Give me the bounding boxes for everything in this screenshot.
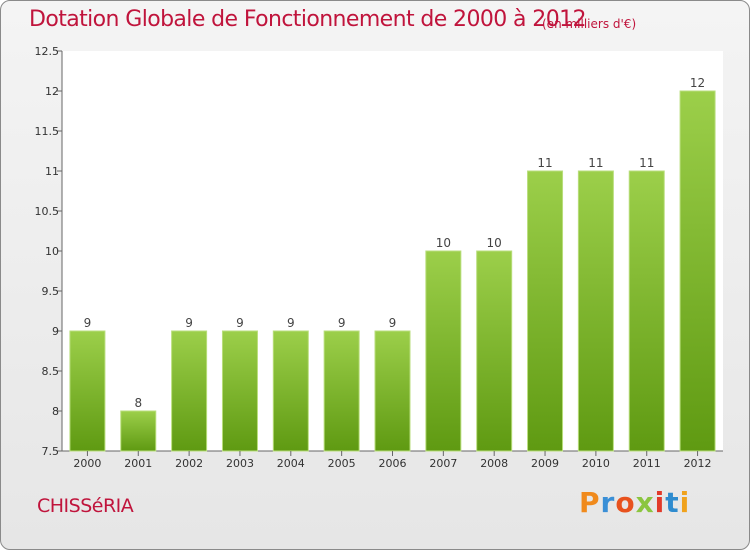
bar-value-label: 9 bbox=[185, 316, 193, 330]
x-tick-label: 2001 bbox=[124, 457, 152, 470]
chart-subtitle: (en milliers d'€) bbox=[542, 17, 637, 31]
bar-value-label: 10 bbox=[436, 236, 451, 250]
commune-name: CHISSéRIA bbox=[37, 495, 134, 517]
bar-value-label: 10 bbox=[487, 236, 502, 250]
y-tick-label: 11.5 bbox=[35, 125, 60, 138]
bar-2012 bbox=[679, 90, 716, 452]
logo-letter: r bbox=[600, 486, 616, 519]
x-tick-label: 2009 bbox=[531, 457, 559, 470]
bar-value-label: 9 bbox=[236, 316, 244, 330]
bar-value-label: 8 bbox=[134, 396, 142, 410]
x-tick-label: 2005 bbox=[328, 457, 356, 470]
y-tick-label: 9.5 bbox=[42, 285, 60, 298]
x-tick-label: 2008 bbox=[480, 457, 508, 470]
bar-2008 bbox=[476, 250, 513, 452]
y-tick-label: 12 bbox=[45, 85, 59, 98]
y-tick-label: 8.5 bbox=[42, 365, 60, 378]
x-tick-label: 2010 bbox=[582, 457, 610, 470]
logo-letter: P bbox=[579, 486, 601, 519]
x-tick-label: 2002 bbox=[175, 457, 203, 470]
x-tick-label: 2000 bbox=[73, 457, 101, 470]
bar-value-label: 11 bbox=[537, 156, 552, 170]
y-tick-label: 10 bbox=[45, 245, 59, 258]
y-tick-label: 12.5 bbox=[35, 45, 60, 58]
x-tick-label: 2006 bbox=[379, 457, 407, 470]
logo-letter: i bbox=[679, 486, 691, 519]
logo-letter: i bbox=[654, 486, 666, 519]
bar-value-label: 9 bbox=[287, 316, 295, 330]
x-tick-label: 2004 bbox=[277, 457, 305, 470]
y-tick-label: 9 bbox=[52, 325, 59, 338]
bar-value-label: 9 bbox=[338, 316, 346, 330]
bar-value-label: 9 bbox=[389, 316, 397, 330]
logo-letter: x bbox=[635, 486, 655, 519]
bar-value-label: 12 bbox=[690, 76, 705, 90]
bar-2011 bbox=[628, 170, 665, 452]
x-tick-label: 2003 bbox=[226, 457, 254, 470]
chart-title: Dotation Globale de Fonctionnement de 20… bbox=[29, 7, 587, 32]
bar-value-label: 11 bbox=[588, 156, 603, 170]
x-tick-label: 2011 bbox=[633, 457, 661, 470]
bar-2006 bbox=[374, 330, 411, 452]
bar-2003 bbox=[221, 330, 258, 452]
bar-2009 bbox=[527, 170, 564, 452]
bar-2007 bbox=[425, 250, 462, 452]
y-tick-label: 8 bbox=[52, 405, 59, 418]
bar-value-label: 9 bbox=[84, 316, 92, 330]
x-tick-label: 2007 bbox=[429, 457, 457, 470]
bar-2010 bbox=[577, 170, 614, 452]
bar-value-label: 11 bbox=[639, 156, 654, 170]
bar-2005 bbox=[323, 330, 360, 452]
y-tick-label: 7.5 bbox=[42, 445, 60, 458]
logo-letter: t bbox=[665, 486, 680, 519]
x-tick-label: 2012 bbox=[684, 457, 712, 470]
bar-2002 bbox=[171, 330, 208, 452]
y-tick-label: 10.5 bbox=[35, 205, 60, 218]
bar-2004 bbox=[272, 330, 309, 452]
logo-letter: o bbox=[615, 486, 636, 519]
y-tick-label: 11 bbox=[45, 165, 59, 178]
proxiti-logo: Proxiti bbox=[579, 486, 690, 519]
bar-2000 bbox=[69, 330, 106, 452]
bar-2001 bbox=[120, 410, 157, 452]
